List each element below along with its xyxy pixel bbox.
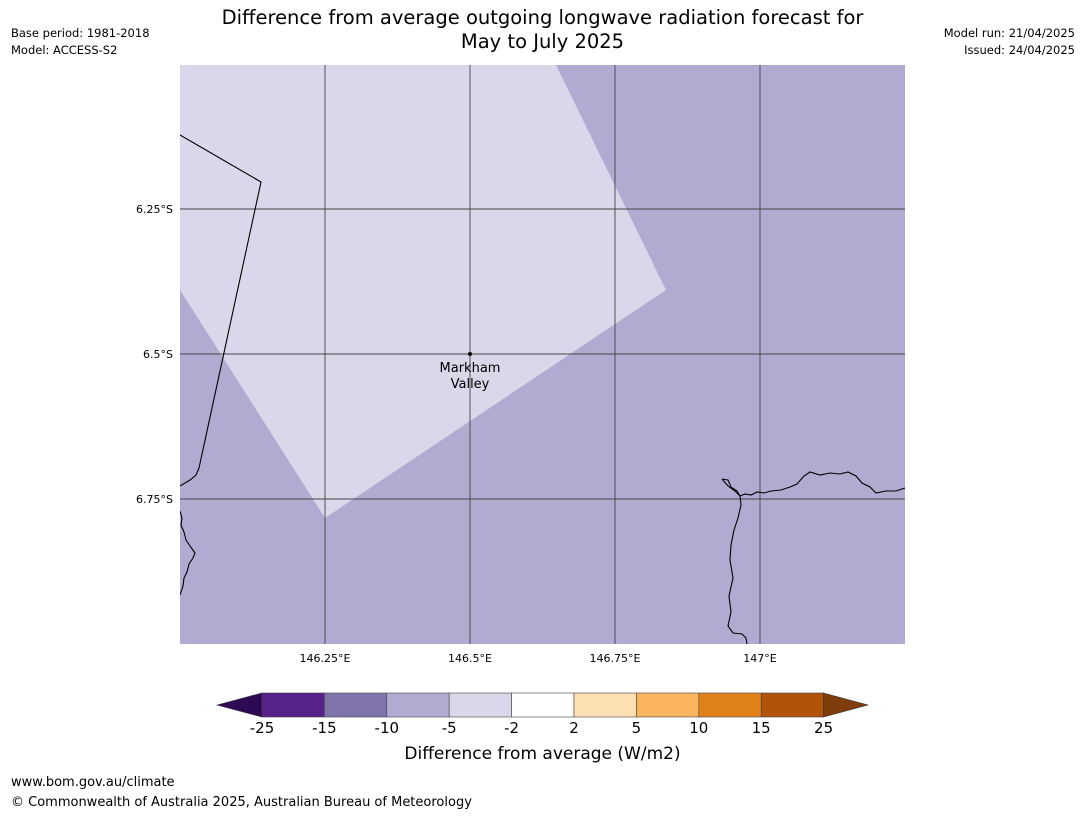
forecast-metadata-right: Model run: 21/04/2025 Issued: 24/04/2025: [944, 25, 1075, 59]
map-title-line2: May to July 2025: [460, 30, 625, 53]
map-title-line1: Difference from average outgoing longwav…: [221, 6, 864, 29]
colorbar-segment: [636, 692, 700, 718]
lon-label-146-75e: 146.75°E: [590, 652, 641, 665]
colorbar-label: Difference from average (W/m2): [404, 744, 681, 764]
colorbar-tick-label: -10: [374, 719, 400, 737]
colorbar-segment: [261, 692, 325, 718]
colorbar-tick-label: -2: [504, 719, 520, 737]
footer-copyright: © Commonwealth of Australia 2025, Austra…: [11, 795, 472, 810]
colorbar-tick-label: 15: [751, 719, 771, 737]
colorbar-tick-label: -5: [441, 719, 457, 737]
colorbar-segment: [386, 692, 450, 718]
colorbar-tick-label: -25: [249, 719, 275, 737]
coastline-southeast-inlet: [721, 478, 748, 644]
colorbar-segment: [760, 692, 824, 718]
colorbar-low-extend: [215, 692, 263, 718]
colorbar-segment: [511, 692, 575, 718]
lon-label-146-25e: 146.25°E: [300, 652, 351, 665]
forecast-metadata-left: Base period: 1981-2018 Model: ACCESS-S2: [11, 25, 150, 59]
boundary-line-west: [180, 134, 262, 487]
colorbar-tick-labels: -25 -15 -10 -5 -2 2 5 10 15 25: [0, 719, 1085, 739]
coastline-southeast: [721, 471, 905, 497]
model-text: Model: ACCESS-S2: [11, 43, 118, 57]
map-area: [180, 65, 905, 644]
colorbar-tick-label: 25: [814, 719, 834, 737]
location-label-line1: Markham: [440, 361, 501, 376]
footer-url: www.bom.gov.au/climate: [11, 775, 175, 790]
base-period-text: Base period: 1981-2018: [11, 26, 150, 40]
issued-text: Issued: 24/04/2025: [964, 43, 1075, 57]
gridlines: [180, 65, 905, 644]
lat-label-6-25s: 6.25°S: [136, 203, 173, 216]
colorbar-segment: [324, 692, 388, 718]
coastline-southwest: [180, 510, 196, 596]
colorbar-tick-label: 2: [569, 719, 579, 737]
coastlines: [180, 134, 905, 644]
model-run-text: Model run: 21/04/2025: [943, 26, 1075, 40]
map-title: Difference from average outgoing longwav…: [140, 6, 945, 54]
lon-label-146-5e: 146.5°E: [448, 652, 492, 665]
lon-label-147e: 147°E: [743, 652, 776, 665]
location-marker: [468, 352, 472, 356]
colorbar-segment: [448, 692, 512, 718]
location-label-line2: Valley: [451, 377, 490, 392]
lat-label-6-5s: 6.5°S: [143, 348, 173, 361]
colorbar-tick-label: 5: [631, 719, 642, 737]
colorbar-segment: [698, 692, 762, 718]
colorbar-tick-label: 10: [689, 719, 709, 737]
colorbar-tick-label: -15: [312, 719, 337, 737]
colorbar: [215, 692, 870, 718]
colorbar-segment: [573, 692, 637, 718]
colorbar-high-extend: [823, 692, 870, 718]
lat-label-6-75s: 6.75°S: [136, 493, 173, 506]
anomaly-region-fill: [180, 65, 666, 518]
